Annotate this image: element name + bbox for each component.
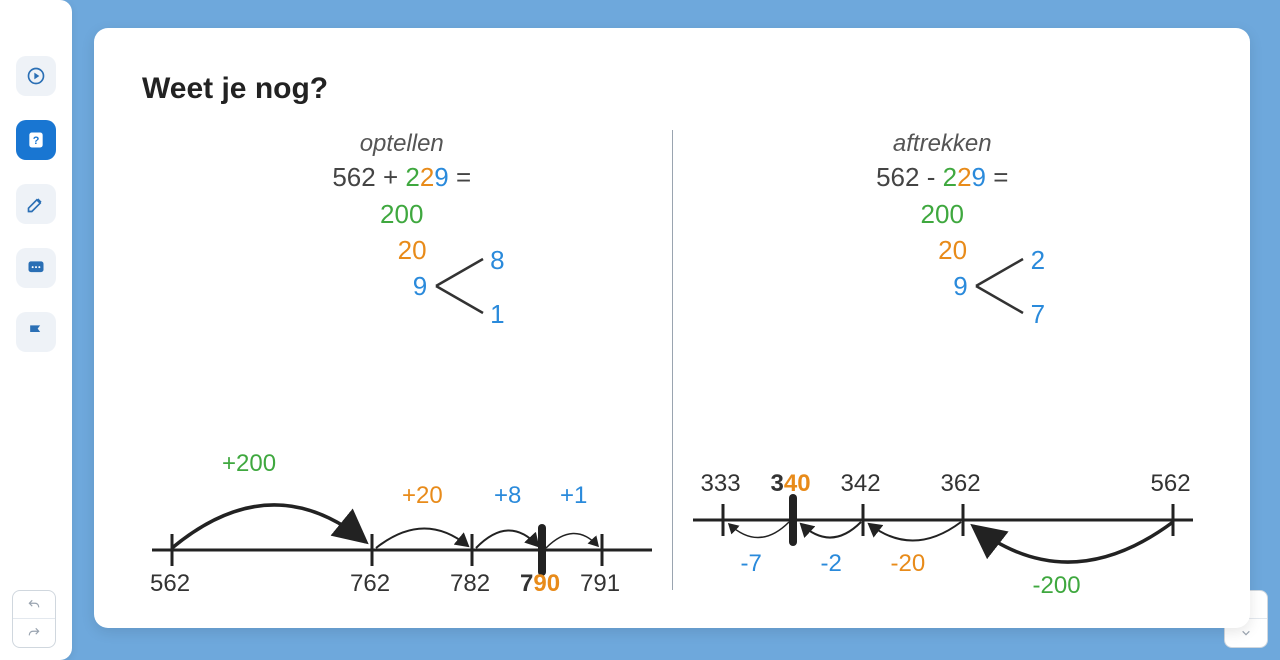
jump-label: +20 — [402, 482, 443, 510]
split-bracket-icon — [968, 251, 1038, 321]
tick-label: 333 — [701, 470, 741, 498]
undo-button[interactable] — [13, 591, 55, 619]
jump-label: +8 — [494, 482, 521, 510]
edit-icon[interactable] — [16, 184, 56, 224]
chat-icon[interactable] — [16, 248, 56, 288]
split-bracket-icon — [428, 251, 498, 321]
sidebar: ? — [0, 0, 72, 660]
tick-label: 782 — [450, 570, 490, 598]
panel-subtraction: aftrekken 562 - 229 = 200 20 9 2 7 — [683, 130, 1203, 610]
page-title: Weet je nog? — [142, 72, 1202, 106]
equation-right: 562 - 229 = — [683, 162, 1203, 193]
divider — [672, 130, 673, 590]
decomp-left: 200 20 9 8 1 — [142, 199, 662, 359]
subtitle-left: optellen — [142, 130, 662, 158]
help-icon[interactable]: ? — [16, 120, 56, 160]
tick-label: 362 — [941, 470, 981, 498]
flag-icon[interactable] — [16, 312, 56, 352]
tick-label: 791 — [580, 570, 620, 598]
tick-label: 762 — [350, 570, 390, 598]
tick-label: 562 — [1151, 470, 1191, 498]
numberline-right: -200 -20 -2 -7 333 340 342 362 562 — [683, 410, 1203, 610]
jump-label: +200 — [222, 450, 276, 478]
undo-redo — [12, 590, 56, 648]
numberline-left: +200 +20 +8 +1 562 762 782 790 791 — [142, 410, 662, 610]
jump-label: -2 — [821, 550, 842, 578]
tick-label: 790 — [520, 570, 560, 598]
tick-label: 562 — [150, 570, 190, 598]
jump-label: -200 — [1033, 572, 1081, 600]
decomp-right: 200 20 9 2 7 — [683, 199, 1203, 359]
subtitle-right: aftrekken — [683, 130, 1203, 158]
redo-button[interactable] — [13, 619, 55, 647]
media-icon[interactable] — [16, 56, 56, 96]
tick-label: 342 — [841, 470, 881, 498]
jump-label: -7 — [741, 550, 762, 578]
panel-addition: optellen 562 + 229 = 200 20 9 8 1 — [142, 130, 662, 610]
lesson-card: Weet je nog? optellen 562 + 229 = 200 20… — [94, 28, 1250, 628]
tick-label: 340 — [771, 470, 811, 498]
jump-label: -20 — [891, 550, 926, 578]
svg-text:?: ? — [33, 135, 40, 147]
equation-left: 562 + 229 = — [142, 162, 662, 193]
jump-label: +1 — [560, 482, 587, 510]
